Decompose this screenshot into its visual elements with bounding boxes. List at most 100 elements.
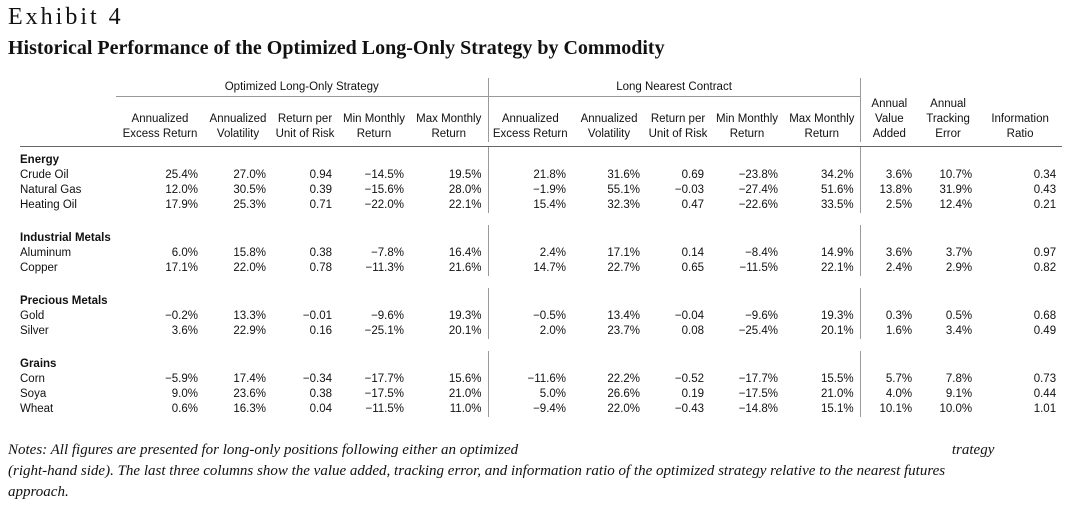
cell-value: 17.4% [233,372,266,385]
cell-value: −11.3% [365,261,404,274]
near-col-header-line: Annualized [501,112,559,125]
cell-value: 51.6% [820,183,854,196]
cell-value: −0.34 [302,372,332,385]
cell-value: 21.8% [487,167,573,183]
table-row: Natural Gas 12.0% 30.5% 0.39 −15.6% 28.0% −1.9… [20,182,1062,198]
section-gap [20,276,1062,288]
cell-value: −8.4% [745,246,779,259]
opt-col-header-line: Min Monthly [343,112,405,125]
comp-col-header-line: Information [991,112,1049,125]
table-row: Copper 17.1% 22.0% 0.78 −11.3% 21.6% 14.7% 22.7… [20,260,1062,276]
cell-value: −0.2% [165,309,198,322]
cell-value: 4.0% [859,386,919,402]
cell-value: 13.3% [233,309,266,322]
cell-value: 7.8% [945,372,973,385]
cell-value: 12.0% [165,183,198,196]
cell-value: −17.7% [364,372,404,385]
cell-value: −27.4% [738,183,779,196]
cell-value: −25.1% [364,324,404,337]
cell-value: 0.21 [1033,198,1057,211]
cell-value: 22.1% [820,261,854,274]
cell-value: 27.0% [233,168,266,181]
performance-table-container: Optimized Long-Only Strategy Long Neares… [20,78,1063,417]
opt-col-header: Annualized Volatility [204,97,272,142]
section-name: Energy [20,153,59,166]
cell-value: 12.4% [939,198,973,211]
cell-value: 0.65 [681,261,705,274]
cell-value: 0.73 [1033,372,1057,385]
cell-value: 2.4% [487,245,573,261]
cell-value: 0.69 [681,168,705,181]
notes-line-3: approach. [8,484,69,500]
cell-value: 28.0% [448,183,482,196]
cell-value: 22.7% [607,261,641,274]
section-name: Industrial Metals [20,231,111,244]
cell-value: 0.08 [681,324,705,337]
opt-col-header: Max Monthly Return [410,97,488,142]
cell-value: 2.4% [859,260,919,276]
section-header-row: Grains [20,350,1062,372]
comp-col-header: Annual Tracking Error [918,97,978,142]
cell-value: 2.9% [945,261,973,274]
section-gap [20,339,1062,351]
commodity-name: Soya [20,387,47,400]
cell-value: −14.5% [364,168,404,181]
cell-value: 0.3% [859,308,919,324]
cell-value: 26.6% [607,387,641,400]
cell-value: 13.4% [607,309,641,322]
cell-value: 0.38 [309,246,332,259]
comp-col-header-line: Annual [930,97,966,110]
exhibit-label: Exhibit 4 [8,4,124,30]
cell-value: 9.0% [171,387,198,400]
section-name: Precious Metals [20,294,108,307]
commodity-name: Gold [20,309,45,322]
opt-col-header: Min Monthly Return [338,97,410,142]
section-header-row: Precious Metals [20,287,1062,309]
cell-value: −1.9% [487,182,573,198]
opt-col-header-line: Return [356,127,392,140]
cell-value: 14.7% [487,260,573,276]
cell-value: −17.5% [364,387,404,400]
table-row: Soya 9.0% 23.6% 0.38 −17.5% 21.0% 5.0% 26.6% 0.1… [20,386,1062,402]
performance-table: Optimized Long-Only Strategy Long Neares… [20,78,1063,417]
cell-value: 15.4% [487,197,573,213]
opt-col-header: Annualized Excess Return [116,97,204,142]
commodity-name: Natural Gas [20,183,82,196]
cell-value: 0.34 [1033,168,1057,181]
section-name: Grains [20,357,57,370]
cell-value: 19.3% [820,309,854,322]
cell-value: −7.8% [371,246,404,259]
cell-value: 33.5% [820,198,854,211]
cell-value: 5.7% [859,371,919,387]
cell-value: 2.0% [487,323,573,339]
near-col-header: Min Monthly Return [710,97,784,142]
commodity-name: Crude Oil [20,168,69,181]
cell-value: 23.6% [233,387,266,400]
cell-value: 21.0% [820,387,854,400]
cell-value: −25.4% [738,324,779,337]
cell-value: 20.1% [448,324,482,337]
cell-value: 17.1% [165,261,198,274]
cell-value: 0.49 [1033,324,1057,337]
group-header-optimized: Optimized Long-Only Strategy [116,78,489,97]
cell-value: 3.7% [945,246,973,259]
cell-value: −0.04 [674,309,705,322]
cell-value: −5.9% [165,372,198,385]
cell-value: −17.7% [738,372,779,385]
cell-value: −17.5% [738,387,779,400]
cell-value: 0.16 [309,324,332,337]
cell-value: 0.19 [681,387,705,400]
cell-value: 0.71 [309,198,332,211]
cell-value: 3.4% [945,324,973,337]
cell-value: 0.78 [309,261,332,274]
column-header-row: Annualized Excess Return Annualized Volatil… [20,96,1062,142]
table-row: Wheat 0.6% 16.3% 0.04 −11.5% 11.0% −9.4% 22.0% −… [20,401,1062,417]
cell-value: 14.9% [820,246,854,259]
opt-col-header-line: Return per [277,112,333,125]
cell-value: −9.4% [487,401,573,417]
cell-value: 2.5% [859,197,919,213]
cell-value: 15.8% [233,246,266,259]
table-row: Silver 3.6% 22.9% 0.16 −25.1% 20.1% 2.0% 23.7% 0… [20,323,1062,339]
cell-value: −9.6% [371,309,404,322]
cell-value: 22.2% [607,372,641,385]
